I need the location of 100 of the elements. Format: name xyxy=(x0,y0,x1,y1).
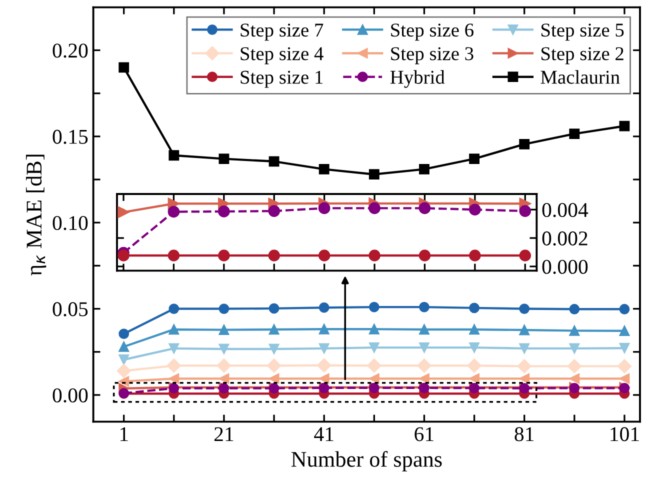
point xyxy=(368,202,380,214)
point xyxy=(166,358,181,373)
y-tick-label: 0.00 xyxy=(52,388,88,402)
point xyxy=(469,342,480,353)
point xyxy=(368,373,380,384)
point xyxy=(168,250,180,262)
point xyxy=(469,204,481,216)
point xyxy=(318,373,330,384)
point xyxy=(519,250,532,262)
y-tick-label: 0.05 xyxy=(52,302,88,316)
legend-label: Step size 7 xyxy=(240,24,324,41)
point xyxy=(318,302,330,313)
point xyxy=(118,62,130,73)
point xyxy=(218,304,230,314)
point xyxy=(168,324,180,335)
point xyxy=(519,373,530,384)
point xyxy=(168,206,180,218)
point xyxy=(218,344,230,354)
point xyxy=(318,250,330,262)
point xyxy=(168,373,180,384)
point xyxy=(418,202,431,214)
y-axis-title: η$_{κ}$ MAE [dB] xyxy=(26,154,46,276)
point xyxy=(517,359,532,374)
point xyxy=(417,358,432,373)
x-tick-label: 101 xyxy=(610,427,639,442)
point xyxy=(216,358,232,373)
point xyxy=(318,202,330,214)
x-axis-title: Number of spans xyxy=(291,451,442,472)
legend-label: Step size 1 xyxy=(240,70,323,88)
y-tick-label: 0.10 xyxy=(52,216,88,230)
point xyxy=(469,154,480,164)
x-tick-label: 61 xyxy=(414,427,434,442)
legend-label: Step size 3 xyxy=(391,47,474,64)
point xyxy=(619,342,630,354)
y-tick-label: 0.002 xyxy=(542,231,588,246)
legend-label: Maclaurin xyxy=(540,70,620,84)
point xyxy=(567,359,582,374)
y-tick-label: 0.15 xyxy=(52,130,88,144)
point xyxy=(619,304,630,314)
x-tick-label: 1 xyxy=(120,427,128,442)
point xyxy=(419,373,430,384)
point xyxy=(368,169,380,180)
point xyxy=(419,342,430,353)
legend-label: Step size 5 xyxy=(541,24,624,41)
point xyxy=(218,206,230,218)
legend-label: Step size 6 xyxy=(391,24,474,41)
point xyxy=(569,373,580,384)
legend-label: Hybrid xyxy=(390,70,445,88)
point xyxy=(118,328,130,339)
point xyxy=(519,304,530,314)
point xyxy=(268,344,280,354)
point xyxy=(266,358,282,373)
point xyxy=(569,325,580,336)
legend-label: Step size 2 xyxy=(541,47,624,64)
point xyxy=(218,373,230,384)
point xyxy=(118,250,130,262)
point xyxy=(318,343,330,354)
point xyxy=(519,205,532,217)
point xyxy=(318,164,330,174)
x-tick-label: 81 xyxy=(514,427,534,442)
point xyxy=(569,343,580,354)
point xyxy=(368,302,380,312)
y-tick-label: 0.004 xyxy=(542,202,588,218)
point xyxy=(419,302,430,312)
x-tick-label: 41 xyxy=(314,427,334,442)
point xyxy=(168,343,180,354)
point xyxy=(218,250,230,262)
point xyxy=(619,373,630,384)
point xyxy=(519,343,530,354)
point xyxy=(619,326,630,336)
point xyxy=(268,303,280,314)
point xyxy=(519,324,530,336)
point xyxy=(168,304,180,314)
point xyxy=(617,359,632,374)
point xyxy=(419,164,430,174)
point xyxy=(368,342,380,353)
point xyxy=(118,342,130,352)
point xyxy=(268,373,280,384)
point xyxy=(469,373,480,384)
point xyxy=(268,250,280,262)
point xyxy=(418,250,431,262)
point xyxy=(118,354,130,365)
point xyxy=(467,358,482,373)
point xyxy=(218,324,230,336)
point xyxy=(419,324,430,335)
point xyxy=(569,304,580,314)
y-tick-label: 0.20 xyxy=(52,44,88,58)
point xyxy=(268,324,280,335)
point xyxy=(469,250,481,262)
point xyxy=(268,205,280,217)
point xyxy=(619,120,630,132)
point xyxy=(469,302,480,314)
point xyxy=(317,358,332,372)
point xyxy=(569,128,580,140)
y-tick-label: 0.000 xyxy=(542,260,588,274)
point xyxy=(368,250,380,262)
point xyxy=(469,324,480,335)
legend-label: Step size 4 xyxy=(240,47,324,64)
point xyxy=(318,324,330,334)
point xyxy=(519,138,530,150)
